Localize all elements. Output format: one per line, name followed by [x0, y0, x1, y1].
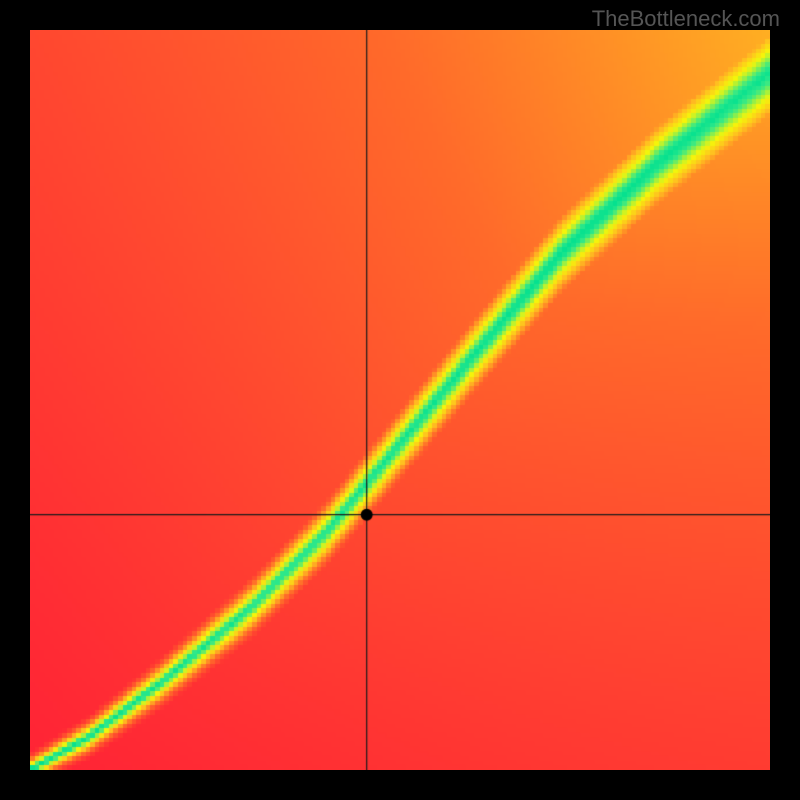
watermark-text: TheBottleneck.com — [592, 6, 780, 32]
bottleneck-heatmap — [30, 30, 770, 770]
